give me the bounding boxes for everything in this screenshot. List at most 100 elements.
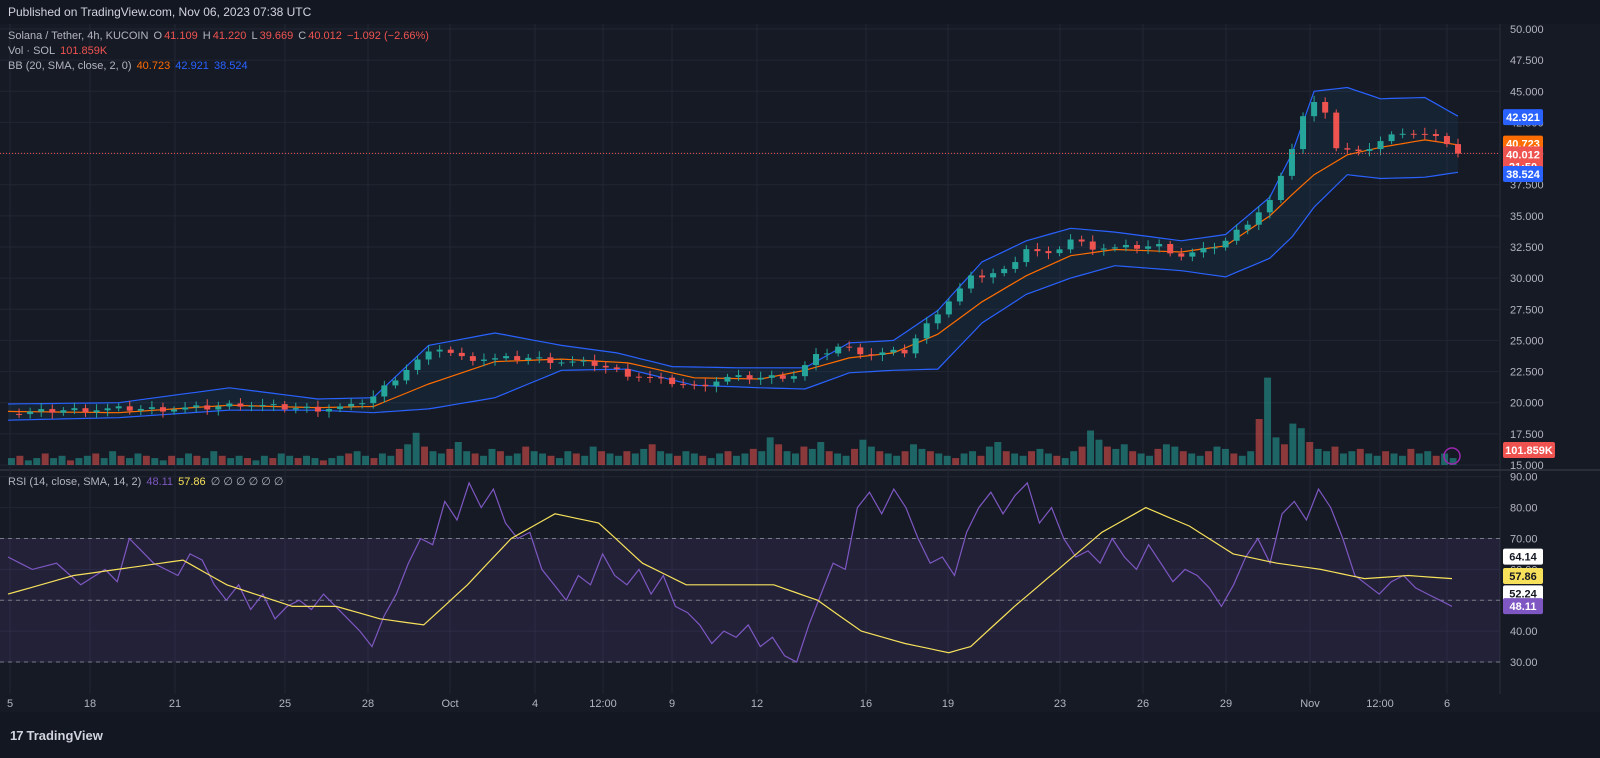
rsi-tick-label: 30.00 xyxy=(1510,657,1538,669)
published-header: Published on TradingView.com, Nov 06, 20… xyxy=(0,0,1600,24)
candle-body xyxy=(702,384,709,387)
volume-bar xyxy=(496,451,504,465)
volume-bar xyxy=(353,451,361,465)
candle-body xyxy=(956,288,963,302)
rsi-extra: ∅ ∅ ∅ ∅ ∅ ∅ xyxy=(210,476,284,488)
volume-bar xyxy=(1449,458,1457,465)
high-value: 41.220 xyxy=(212,30,247,42)
candle-body xyxy=(669,377,676,385)
volume-bar xyxy=(926,451,934,465)
candle-body xyxy=(1012,262,1019,269)
volume-bar xyxy=(994,442,1002,465)
volume-bar xyxy=(960,453,968,465)
bb-lower-line xyxy=(7,171,1459,421)
volume-bar xyxy=(185,453,192,465)
volume-bar xyxy=(437,453,445,465)
candle-body xyxy=(60,410,67,413)
candle-body xyxy=(790,376,797,379)
candle-body xyxy=(1344,148,1351,150)
price-tick-label: 32.500 xyxy=(1510,242,1544,254)
volume-bar xyxy=(1432,455,1440,465)
volume-bar xyxy=(218,455,226,465)
badge-rsi-high: 64.14 xyxy=(1509,552,1537,564)
candle-body xyxy=(126,406,133,411)
ohlc-legend: Solana / Tether, 4h, KUCOIN O 41.109 H 41.… xyxy=(8,30,429,42)
close-value: 40.012 xyxy=(308,30,342,42)
candle-body xyxy=(979,275,986,278)
rsi-label: RSI (14, close, SMA, 14, 2) xyxy=(8,476,142,488)
volume-bar xyxy=(513,453,521,465)
chart-svg[interactable]: 50.00047.50045.00042.50040.00037.50035.0… xyxy=(0,24,1600,712)
candle-body xyxy=(1288,149,1295,176)
candle-body xyxy=(569,361,576,363)
bb-basis-line xyxy=(7,139,1459,414)
candle-body xyxy=(1145,246,1152,249)
candle-body xyxy=(580,360,587,362)
volume-bar xyxy=(1019,455,1027,465)
volume-bar xyxy=(1213,446,1221,465)
volume-bar xyxy=(1272,437,1280,465)
candle-body xyxy=(824,353,831,355)
candle-body xyxy=(746,375,753,380)
volume-bar xyxy=(943,455,951,465)
volume-bar xyxy=(1011,453,1019,465)
tradingview-logo[interactable]: 17 TradingView xyxy=(10,728,103,743)
low-value: 39.669 xyxy=(259,30,294,42)
candle-body xyxy=(171,409,178,412)
candle-body xyxy=(1167,244,1174,254)
candle-body xyxy=(1388,134,1395,142)
volume-bar xyxy=(378,453,386,465)
candle-body xyxy=(757,377,764,380)
volume-bar xyxy=(260,455,268,465)
candle-body xyxy=(1001,268,1008,274)
badge-bb-lower-bg xyxy=(1503,165,1543,182)
volume-bar xyxy=(851,448,858,465)
volume-bar xyxy=(555,458,563,465)
candle-body xyxy=(1045,251,1052,254)
volume-bar xyxy=(176,458,184,465)
candle-body xyxy=(458,352,465,357)
candle-body xyxy=(82,408,89,413)
volume-bar xyxy=(1407,448,1415,465)
volume-bar xyxy=(1289,423,1297,465)
candle-body xyxy=(879,352,886,356)
volume-bar xyxy=(286,455,294,465)
candle-body xyxy=(646,377,653,379)
volume-bar xyxy=(429,451,437,465)
volume-bar xyxy=(1171,446,1179,465)
candle-body xyxy=(713,381,720,387)
volume-bar xyxy=(547,455,555,465)
volume-bar xyxy=(345,453,353,465)
candle-body xyxy=(381,385,388,397)
candle-body xyxy=(447,349,454,353)
candle-body xyxy=(469,356,476,361)
price-tick-label: 17.500 xyxy=(1510,429,1544,441)
candle-body xyxy=(735,375,742,377)
candle-body xyxy=(303,406,310,409)
volume-bar xyxy=(370,458,378,465)
volume-bar xyxy=(24,460,32,465)
price-tick-label: 30.000 xyxy=(1510,273,1544,285)
candle-body xyxy=(104,408,111,411)
candle-body xyxy=(801,365,808,377)
volume-bar xyxy=(648,444,656,465)
price-tick-label: 15.000 xyxy=(1510,460,1544,472)
candle-body xyxy=(425,351,432,360)
volume-bar xyxy=(1070,451,1078,465)
volume-bar xyxy=(1255,419,1263,465)
volume-bar xyxy=(151,458,159,465)
volume-bar xyxy=(1137,453,1145,465)
volume-bar xyxy=(1129,451,1137,465)
candle-body xyxy=(1078,239,1085,242)
time-tick-label: 12:00 xyxy=(589,698,617,710)
time-tick-label: 29 xyxy=(1220,698,1232,710)
volume-bar xyxy=(1154,448,1162,465)
volume-bar xyxy=(311,458,319,465)
candle-body xyxy=(691,384,698,386)
candle-body xyxy=(492,358,499,360)
chart-area[interactable]: 50.00047.50045.00042.50040.00037.50035.0… xyxy=(0,24,1600,712)
volume-bar xyxy=(1053,455,1061,465)
candle-body xyxy=(868,354,875,356)
volume-bar xyxy=(775,444,783,465)
rsi-line xyxy=(7,481,1453,663)
